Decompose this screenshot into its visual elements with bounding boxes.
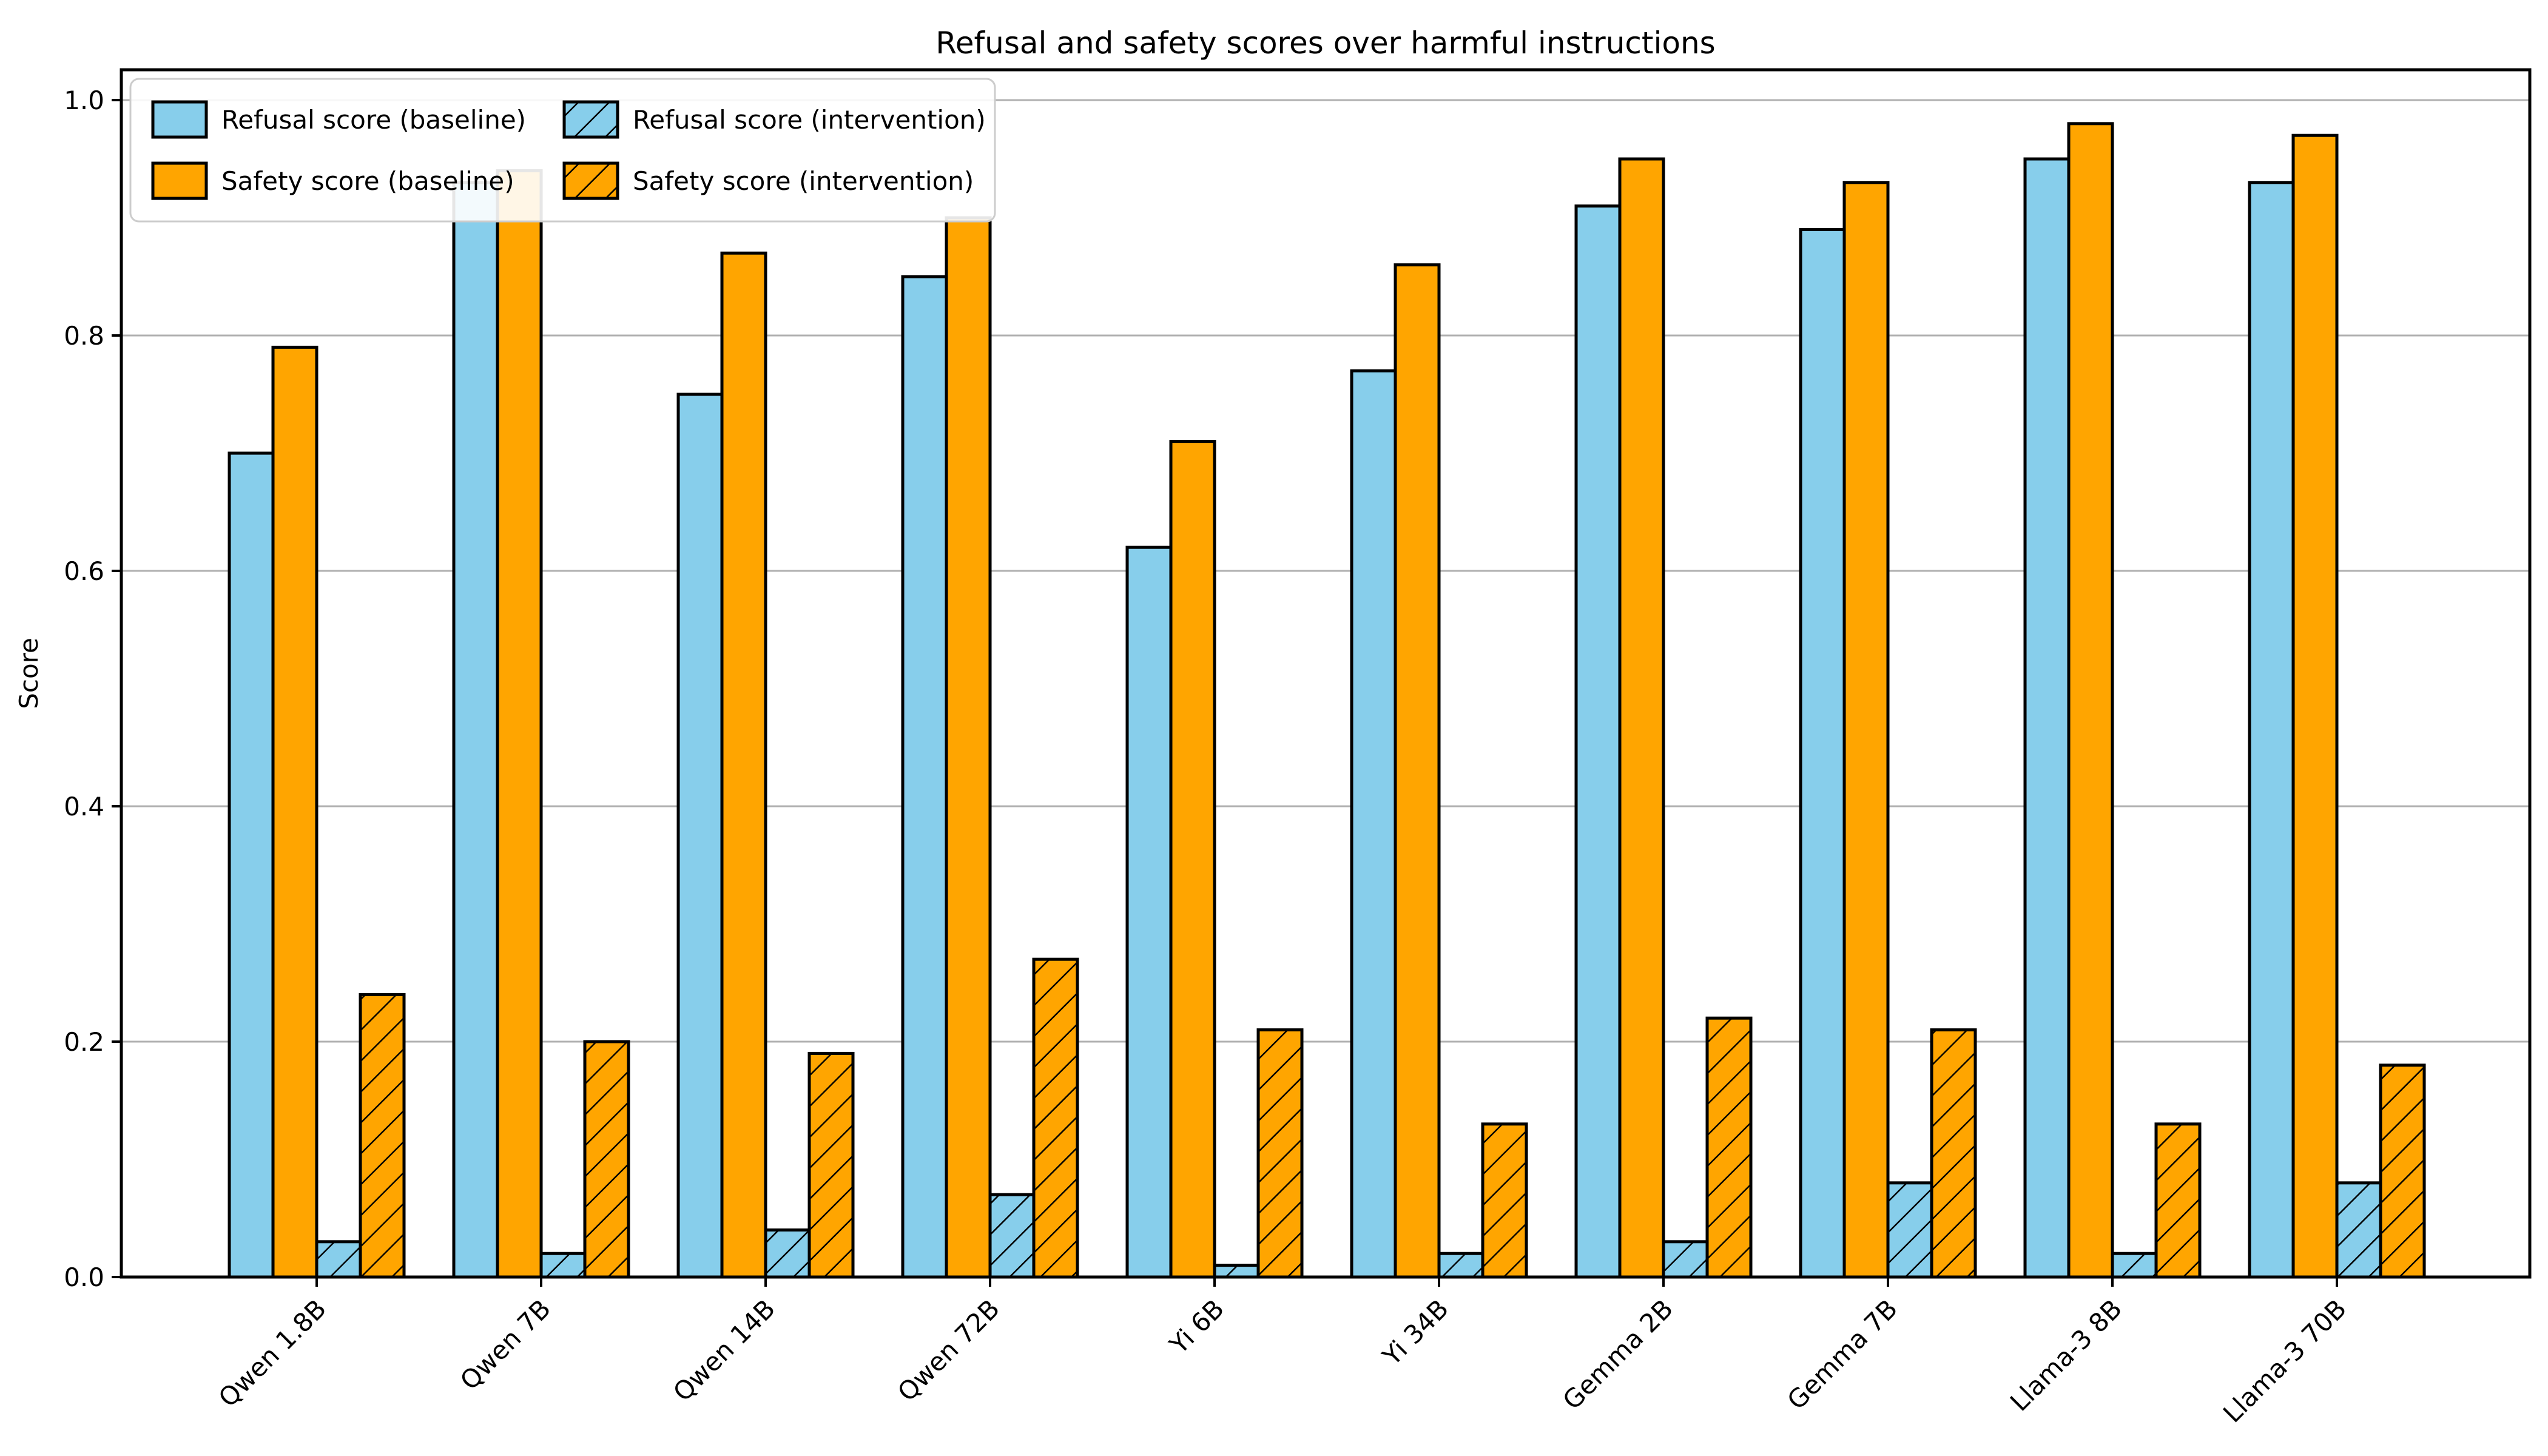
bar — [497, 170, 541, 1277]
x-tick-label: Gemma 2B — [1557, 1293, 1679, 1415]
bar-hatch — [1483, 1124, 1526, 1277]
bar-hatch — [990, 1195, 1034, 1277]
legend — [129, 78, 996, 223]
x-tick-label: Qwen 72B — [892, 1293, 1005, 1407]
plot-border — [120, 68, 2532, 1279]
bar-hatch — [809, 1053, 853, 1277]
y-tick-label: 0.0 — [64, 1262, 104, 1292]
chart-title: Refusal and safety scores over harmful i… — [935, 25, 1715, 61]
bar — [454, 182, 497, 1277]
bar-hatch — [2156, 1124, 2200, 1277]
bar — [722, 253, 766, 1278]
bar — [903, 277, 946, 1277]
x-tick-label: Qwen 14B — [667, 1293, 781, 1407]
bar-hatch — [1707, 1018, 1751, 1277]
bar-hatch — [541, 1253, 585, 1277]
bar — [946, 218, 990, 1277]
x-tick-label: Llama-3 8B — [2004, 1293, 2128, 1417]
legend-swatch — [153, 163, 206, 198]
bar — [1576, 206, 1620, 1278]
legend-swatch-edge — [151, 100, 208, 139]
bar — [1352, 371, 1395, 1278]
x-tick-label: Yi 6B — [1164, 1293, 1230, 1360]
bar-hatch — [360, 994, 404, 1277]
bar-hatch — [766, 1230, 809, 1277]
y-tick-label: 1.0 — [64, 86, 104, 115]
legend-swatch-hatch — [564, 102, 618, 137]
legend-swatch-edge — [562, 100, 619, 139]
bar — [2025, 159, 2069, 1277]
bar-hatch — [2337, 1182, 2381, 1277]
bar-hatch — [317, 1241, 360, 1277]
legend-swatch-hatch — [564, 163, 618, 198]
bar-hatch — [1034, 959, 1077, 1277]
bar-hatch — [585, 1042, 629, 1277]
bar — [2069, 123, 2112, 1277]
bar-hatch — [1439, 1253, 1483, 1277]
legend-label: Refusal score (baseline) — [221, 105, 526, 135]
bar-hatch — [1932, 1030, 1975, 1277]
legend-label: Safety score (baseline) — [221, 166, 514, 196]
bar-hatch — [1888, 1182, 1932, 1277]
x-tick-label: Qwen 7B — [454, 1293, 556, 1395]
x-tick-label: Gemma 7B — [1781, 1293, 1903, 1415]
bar — [1395, 265, 1439, 1278]
bar — [229, 453, 273, 1277]
bar — [2250, 182, 2293, 1277]
bar — [2293, 135, 2337, 1278]
bar — [1844, 182, 1888, 1277]
legend-swatch-edge — [562, 161, 619, 200]
y-tick-label: 0.6 — [64, 556, 104, 586]
legend-label: Safety score (intervention) — [633, 166, 974, 196]
bar — [273, 347, 317, 1277]
bar — [1801, 229, 1844, 1277]
bar-hatch — [2381, 1065, 2424, 1277]
x-tick-label: Yi 34B — [1377, 1293, 1454, 1371]
bar-hatch — [1663, 1241, 1707, 1277]
bar-hatch — [1258, 1030, 1302, 1277]
bar-hatch — [1215, 1265, 1258, 1277]
y-tick-label: 0.8 — [64, 321, 104, 351]
bar — [678, 394, 722, 1277]
y-tick-label: 0.4 — [64, 792, 104, 821]
legend-label: Refusal score (intervention) — [633, 105, 986, 135]
x-tick-label: Llama-3 70B — [2217, 1293, 2352, 1428]
x-tick-label: Qwen 1.8B — [213, 1293, 332, 1412]
legend-swatch-edge — [151, 161, 208, 200]
bar — [1171, 441, 1215, 1277]
bar — [1127, 547, 1171, 1278]
y-axis-label: Score — [14, 638, 44, 709]
bar-hatch — [2112, 1253, 2156, 1277]
bar — [1620, 159, 1663, 1277]
y-tick-label: 0.2 — [64, 1027, 104, 1057]
legend-swatch — [153, 102, 206, 137]
